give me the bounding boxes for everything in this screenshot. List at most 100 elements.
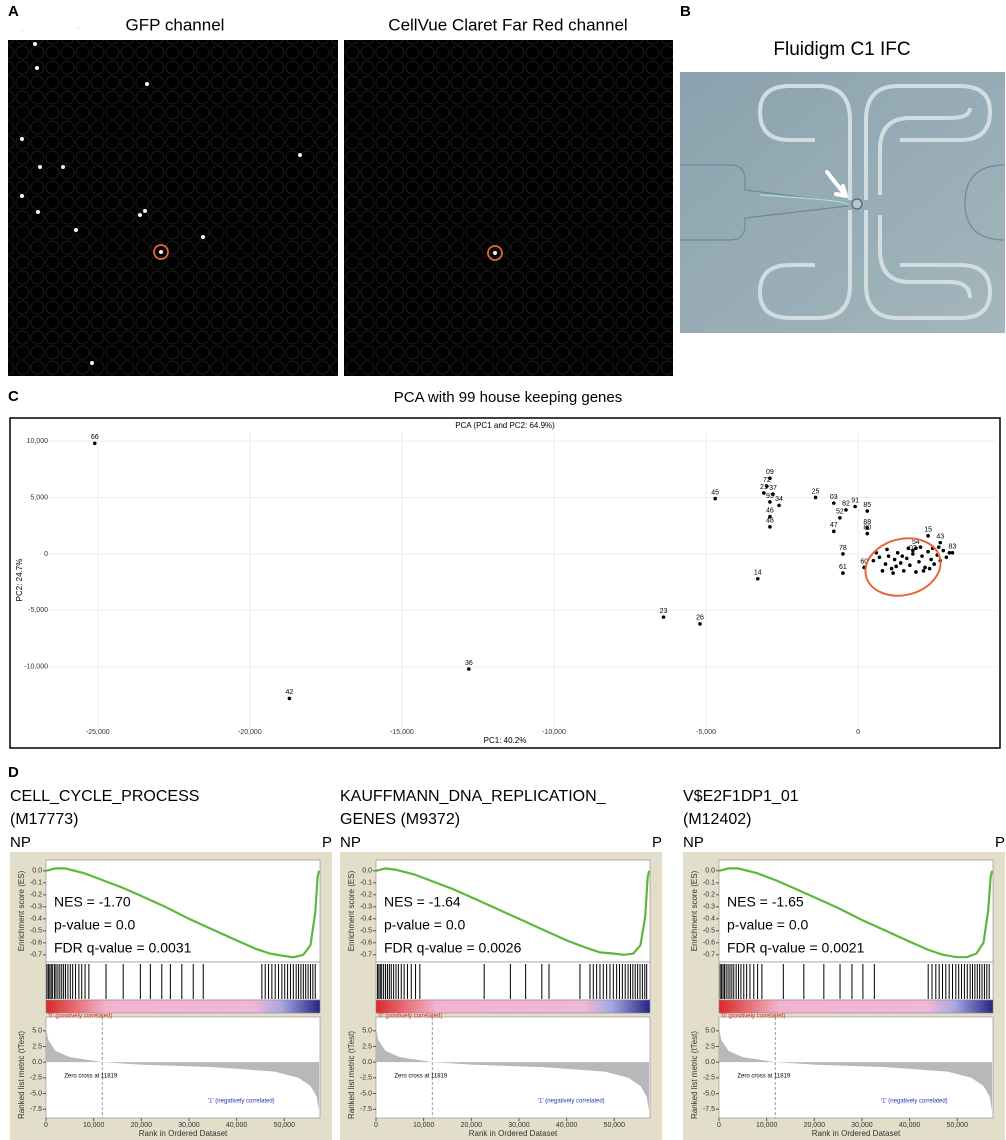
y-tick-label: 0.0 (362, 868, 372, 875)
chip-image (680, 72, 1006, 333)
y-tick-label: 5,000 (30, 494, 48, 501)
x-tick-label: 10,000 (413, 1122, 435, 1129)
point (880, 569, 885, 573)
point-label: 23 (660, 608, 668, 615)
stat-annotation: p-value = 0.0 (727, 917, 809, 933)
y-tick-label: 0.0 (705, 1059, 715, 1066)
y-tick-label: -0.5 (30, 928, 42, 935)
y-tick-label: 2.5 (362, 1043, 372, 1050)
plot-area (718, 859, 994, 963)
cell-spot (145, 82, 149, 86)
panel-title: PCA with 99 house keeping genes (394, 389, 623, 406)
hit-area (718, 961, 994, 1001)
stat-annotation: FDR q-value = 0.0021 (727, 940, 865, 956)
y-tick-label: -0.4 (703, 916, 715, 923)
point (768, 525, 772, 529)
y-tick-label: -0.7 (703, 952, 715, 959)
zero-cross-label: Zero cross at 11819 (394, 1074, 448, 1080)
gsea-title: V$E2F1DP1_01 (683, 788, 799, 805)
point-label: 93 (766, 493, 774, 500)
point (771, 492, 775, 496)
cell-spot (74, 228, 78, 232)
cell-spot (20, 28, 24, 32)
gsea-title: KAUFFMANN_DNA_REPLICATION_ (340, 788, 607, 805)
image-title: GFP channel (126, 15, 225, 34)
point (762, 491, 766, 495)
x-axis-label: PC1: 40.2% (484, 736, 527, 745)
y-tick-label: -0.1 (360, 880, 372, 887)
y-tick-label: -0.2 (30, 892, 42, 899)
gsea-title: GENES (M9372) (340, 811, 460, 828)
point (898, 561, 903, 565)
point-label: 54 (912, 539, 920, 546)
side-label: NP (683, 834, 704, 851)
point (904, 556, 909, 561)
y-tick-label: -0.2 (360, 892, 372, 899)
y-tick-label: -7.5 (360, 1106, 372, 1113)
x-tick-label: 40,000 (556, 1122, 578, 1129)
point-label: 45 (711, 489, 719, 496)
x-tick-label: 50,000 (274, 1122, 296, 1129)
point (926, 549, 930, 554)
y-tick-label: 2.5 (32, 1043, 42, 1050)
y-axis-label: PC2: 24.7% (15, 559, 24, 602)
x-tick-label: -5,000 (696, 729, 716, 736)
point (832, 529, 836, 534)
well-grid (8, 40, 338, 376)
point (917, 560, 921, 564)
point (713, 496, 717, 501)
x-tick-label: -20,000 (238, 729, 262, 736)
y-tick-label: -0.6 (30, 940, 42, 947)
cell-spot (159, 250, 163, 254)
point-label: 36 (465, 660, 473, 667)
panel-label: A (8, 3, 19, 20)
y-tick-label: -2.5 (703, 1075, 715, 1082)
side-label: NP (340, 834, 361, 851)
metric-area (376, 1027, 650, 1112)
point-label: 26 (696, 615, 704, 622)
y-tick-label: -0.5 (360, 928, 372, 935)
point (918, 545, 923, 549)
x-axis-label: Rank in Ordered Dataset (139, 1129, 228, 1138)
negative-label: '1' (negatively correlated) (881, 1099, 948, 1105)
cell-spot (493, 251, 497, 255)
point-label: 02 (909, 545, 917, 552)
y-axis-label: Enrichment score (ES) (690, 870, 699, 951)
y-tick-label: -5.0 (30, 1090, 42, 1097)
metric-area (719, 1027, 993, 1112)
x-tick-label: 20,000 (131, 1122, 153, 1129)
point-label: 43 (936, 533, 944, 540)
point-label: 88 (863, 519, 871, 526)
cell-spot (61, 165, 65, 169)
side-label: P (995, 834, 1005, 851)
point (885, 547, 889, 552)
point (853, 504, 857, 509)
x-tick-label: 50,000 (947, 1122, 969, 1129)
x-tick-label: 0 (44, 1122, 48, 1129)
point (92, 441, 97, 446)
point-label: 48 (766, 518, 774, 525)
y-tick-label: -10,000 (24, 664, 48, 671)
point-label: 37 (769, 485, 777, 492)
negative-label: '1' (negatively correlated) (208, 1099, 275, 1105)
y-tick-label: -0.4 (30, 916, 42, 923)
y-tick-label: 0.0 (32, 1059, 42, 1066)
point (892, 557, 897, 562)
x-tick-label: 40,000 (899, 1122, 921, 1129)
y-tick-label: -0.7 (30, 952, 42, 959)
y-axis-label: Enrichment score (ES) (347, 870, 356, 951)
x-tick-label: 10,000 (83, 1122, 105, 1129)
panel-label: C (8, 388, 19, 405)
point (755, 576, 760, 581)
cell-spot (143, 209, 147, 213)
stat-annotation: NES = -1.65 (727, 894, 804, 910)
point (908, 563, 912, 567)
point-label: 34 (775, 496, 783, 503)
hit-area (45, 961, 321, 1001)
point-label: 52 (836, 509, 844, 516)
x-tick-label: -10,000 (542, 729, 566, 736)
y-tick-label: 2.5 (705, 1043, 715, 1050)
point-label: 15 (924, 527, 932, 534)
y-axis-label: Enrichment score (ES) (17, 870, 26, 951)
point (920, 554, 924, 558)
